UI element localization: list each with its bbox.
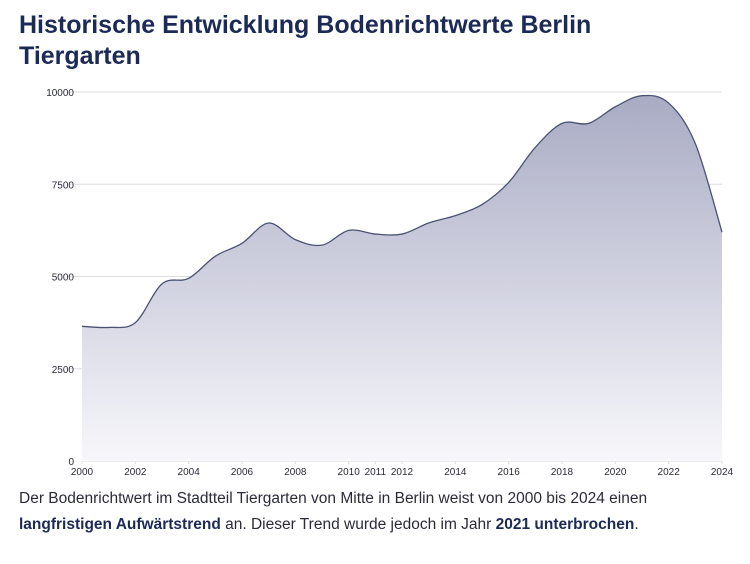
data-point: [374, 233, 376, 235]
data-point: [614, 106, 616, 108]
x-tick-label: 2020: [604, 467, 627, 478]
y-axis-ticks: 0 2500 5000 7500 10000: [46, 88, 74, 468]
data-point: [161, 283, 163, 285]
chart-title: Historische Entwicklung Bodenrichtwerte …: [19, 11, 592, 70]
y-tick-label: 5000: [52, 273, 75, 284]
description-text: Der Bodenrichtwert im Stadtteil Tiergart…: [19, 490, 648, 507]
data-point: [507, 181, 509, 183]
data-point: [427, 222, 429, 224]
data-point: [347, 229, 349, 231]
x-tick-label: 2014: [444, 467, 467, 478]
data-point: [481, 203, 483, 205]
x-tick-label: 2016: [498, 467, 521, 478]
x-tick-label: 2024: [711, 467, 734, 478]
data-point: [241, 242, 243, 244]
series-area: [82, 95, 722, 461]
chart-description: Der Bodenrichtwert im Stadtteil Tiergart…: [19, 486, 731, 538]
data-point: [534, 146, 536, 148]
series-line-path: [81, 94, 723, 329]
data-point: [107, 326, 109, 328]
data-point: [694, 142, 696, 144]
data-point: [667, 102, 669, 104]
x-tick-label: 2008: [284, 467, 307, 478]
description-text: an. Dieser Trend wurde jedoch im Jahr: [220, 516, 496, 533]
y-tick-label: 0: [68, 457, 74, 468]
x-tick-label: 2012: [391, 467, 414, 478]
x-tick-label: 2002: [124, 467, 147, 478]
data-point: [81, 325, 83, 327]
x-tick-label: 2004: [178, 467, 201, 478]
data-point: [321, 244, 323, 246]
data-point: [401, 233, 403, 235]
data-point: [561, 122, 563, 124]
description-text: .: [634, 516, 639, 533]
x-tick-label: 2022: [658, 467, 681, 478]
x-tick-label: 2018: [551, 467, 574, 478]
area-fill: [82, 95, 722, 461]
data-point: [454, 214, 456, 216]
description-highlight-break: 2021 unterbrochen: [495, 516, 635, 533]
x-tick-label: 2010: [338, 467, 361, 478]
data-point: [294, 238, 296, 240]
x-tick-label: 2006: [231, 467, 254, 478]
x-axis-ticks: 2000 2002 2004 2006 2008 2010 2011 2012 2014 2016…: [71, 461, 734, 478]
data-point: [721, 231, 723, 233]
y-tick-label: 2500: [52, 365, 75, 376]
data-point: [267, 222, 269, 224]
data-point: [134, 321, 136, 323]
data-point: [187, 277, 189, 279]
description-highlight-trend: langfristigen Aufwärtstrend: [19, 516, 221, 533]
x-tick-label: 2000: [71, 467, 94, 478]
series-line: [81, 94, 723, 329]
y-tick-label: 10000: [46, 88, 74, 99]
y-tick-label: 7500: [52, 180, 75, 191]
data-point: [641, 94, 643, 96]
data-point: [587, 122, 589, 124]
x-tick-label: 2011: [365, 467, 387, 478]
data-point: [214, 255, 216, 257]
